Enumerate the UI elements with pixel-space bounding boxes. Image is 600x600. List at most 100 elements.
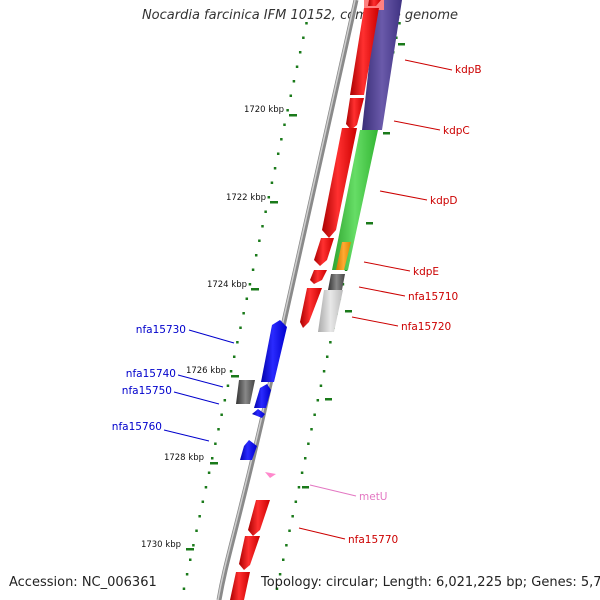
ruler-tick-label: 1722 kbp [226,193,266,203]
cds-nfa15770[interactable] [248,500,270,536]
gene-leader-line [188,329,235,344]
minor-tick [305,22,308,25]
minor-tick [273,167,277,170]
minor-tick [316,399,320,402]
cds-kdpB[interactable] [350,8,379,95]
feature-gray-nfa15710[interactable] [328,274,345,290]
gene-label-nfa15730[interactable]: nfa15730 [136,324,186,336]
cog-orange-kdpE[interactable] [336,242,351,270]
ruler-major-ticks: 1720 kbp 1722 kbp 1724 kbp 1726 kbp 1728 kbp… [141,105,297,551]
minor-tick [204,486,208,489]
feature-lightgray-nfa15720[interactable] [318,290,343,332]
minor-tick [280,138,283,141]
cds-nfa15720[interactable] [300,288,322,328]
ruler-tick-mark [270,201,278,204]
gene-label-nfa15740[interactable]: nfa15740 [126,368,176,380]
minor-tick [276,152,280,155]
minor-tick [289,94,293,97]
minor-tick [294,500,298,503]
gene-label-kdpE[interactable]: kdpE [413,266,439,278]
minor-tick-major [345,310,352,313]
cog-purple-kdpB[interactable] [362,0,402,130]
gene-leader-line [298,527,346,540]
cds-nfa15740[interactable] [254,384,271,408]
genome-summary: Topology: circular; Length: 6,021,225 bp… [261,575,600,590]
minor-ticks-left [182,22,308,590]
minor-tick [201,500,205,503]
gene-label-kdpB[interactable]: kdpB [455,64,482,76]
cds-kdpD[interactable] [322,128,357,238]
minor-tick-major [302,486,309,489]
minor-tick [261,225,264,228]
gene-leader-line [173,391,220,405]
minor-tick [302,36,305,39]
minor-tick [286,109,289,112]
ruler-tick-label: 1720 kbp [244,105,284,115]
cds-kdpB-upper[interactable] [368,0,381,6]
minor-tick [310,428,313,431]
minor-tick [182,587,186,590]
gene-leader-line [393,120,441,131]
cds-kdpC[interactable] [346,98,364,130]
minor-tick [223,399,227,402]
cds-nfa15710[interactable] [310,270,327,284]
minor-tick [217,428,220,431]
minor-tick [207,471,211,474]
minor-tick [307,442,310,445]
minor-tick [226,384,230,387]
forward-cds [230,0,381,600]
minor-tick [275,587,279,590]
minor-tick [281,558,285,561]
ruler-tick-label: 1730 kbp [141,540,181,550]
cds-bottom[interactable] [230,572,250,600]
gene-label-nfa15710[interactable]: nfa15710 [408,291,458,303]
gene-labels: kdpB kdpC kdpD kdpE nfa15710 nfa15720 metU nfa1… [112,59,482,546]
minor-tick [210,457,214,460]
gene-label-kdpD[interactable]: kdpD [430,195,458,207]
minor-tick [232,355,236,358]
minor-tick [303,457,307,460]
reverse-cds [236,320,287,460]
ruler-tick-mark [210,462,218,465]
gene-label-metU[interactable]: metU [359,491,388,503]
feature-gray-nfa15740[interactable] [236,380,255,404]
gene-label-nfa15750[interactable]: nfa15750 [122,385,172,397]
minor-tick [395,36,398,39]
minor-tick [313,413,316,416]
minor-tick [398,22,401,25]
minor-tick [285,544,288,547]
minor-tick [288,529,291,532]
minor-tick [188,558,192,561]
minor-tick [192,544,195,547]
cds-nfa15760[interactable] [240,440,257,460]
gene-leader-line [309,484,357,497]
cds-nfa15770-b[interactable] [239,536,260,570]
minor-tick [297,486,301,489]
minor-tick-major [383,132,390,135]
minor-tick [322,370,326,373]
cog-green-kdpD[interactable] [332,130,378,270]
gene-leader-line [177,374,224,388]
gene-label-nfa15760[interactable]: nfa15760 [112,421,162,433]
gene-label-nfa15770[interactable]: nfa15770 [348,534,398,546]
minor-tick [254,254,258,257]
minor-tick-major [325,398,332,401]
minor-tick [245,297,249,300]
minor-tick [292,80,296,83]
minor-tick [258,239,261,242]
gene-leader-line [163,429,210,442]
minor-tick [214,442,217,445]
cds-nfa15730[interactable] [261,320,287,382]
gene-leader-line [351,316,399,327]
minor-tick [300,471,304,474]
cds-kdpE[interactable] [314,238,334,266]
ruler-tick-mark [186,548,194,551]
ruler-tick-label: 1728 kbp [164,453,204,463]
trna-metU[interactable] [265,472,276,478]
minor-tick [185,573,189,576]
gene-label-kdpC[interactable]: kdpC [443,125,470,137]
cds-nfa15750[interactable] [252,409,265,418]
minor-tick [295,65,299,68]
gene-label-nfa15720[interactable]: nfa15720 [401,321,451,333]
